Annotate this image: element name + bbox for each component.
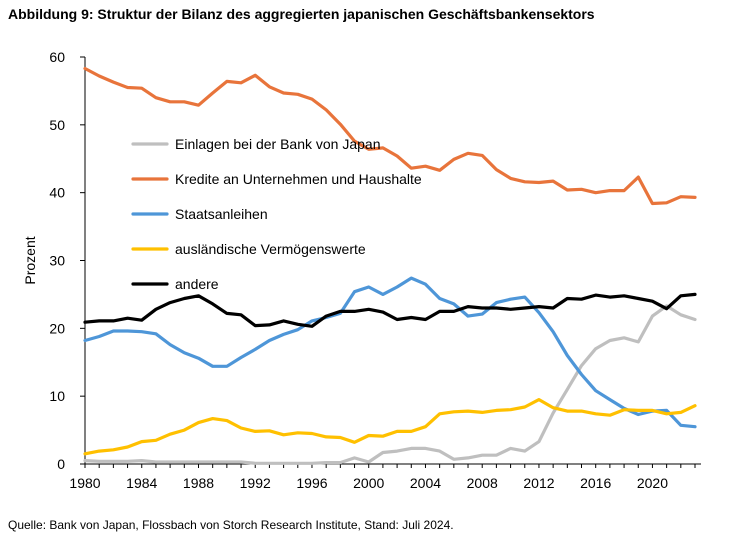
x-tick-label: 1992: [240, 475, 271, 491]
x-tick-label: 2000: [353, 475, 384, 491]
source-note: Quelle: Bank von Japan, Flossbach von St…: [8, 518, 454, 532]
y-tick-label: 10: [49, 388, 65, 404]
legend-label-3: ausländische Vermögenswerte: [175, 241, 366, 257]
chart-title: Abbildung 9: Struktur der Bilanz des agg…: [8, 6, 595, 22]
y-tick-label: 20: [49, 320, 65, 336]
legend: Einlagen bei der Bank von Japan Kredite a…: [131, 136, 422, 292]
series-line-3: [83, 398, 697, 456]
legend-label-0: Einlagen bei der Bank von Japan: [175, 136, 380, 152]
series-line-0: [83, 304, 697, 465]
legend-label-1: Kredite an Unternehmen und Haushalte: [175, 171, 422, 187]
x-tick-label: 2008: [467, 475, 498, 491]
y-tick-label: 60: [49, 49, 65, 65]
series-line-4: [83, 292, 697, 328]
x-tick-label: 1980: [69, 475, 100, 491]
x-tick-label: 1996: [296, 475, 327, 491]
y-tick-label: 0: [57, 456, 65, 472]
y-tick-label: 40: [49, 185, 65, 201]
legend-label-2: Staatsanleihen: [175, 206, 268, 222]
series-layer: [83, 66, 697, 465]
y-tick-label: 50: [49, 117, 65, 133]
legend-label-4: andere: [175, 276, 219, 292]
y-axis-label: Prozent: [22, 236, 38, 284]
series-line-1: [83, 66, 697, 206]
series-line-2: [83, 276, 697, 429]
y-tick-label: 30: [49, 253, 65, 269]
x-tick-label: 2012: [523, 475, 554, 491]
axes: 0 10 20 30 40 50 60 1980 1984 1988 1992 1996 2000 200…: [22, 49, 701, 491]
x-tick-label: 2016: [580, 475, 611, 491]
x-tick-label: 2020: [637, 475, 668, 491]
x-tick-label: 2004: [410, 475, 441, 491]
x-tick-label: 1984: [126, 475, 157, 491]
x-tick-label: 1988: [183, 475, 214, 491]
